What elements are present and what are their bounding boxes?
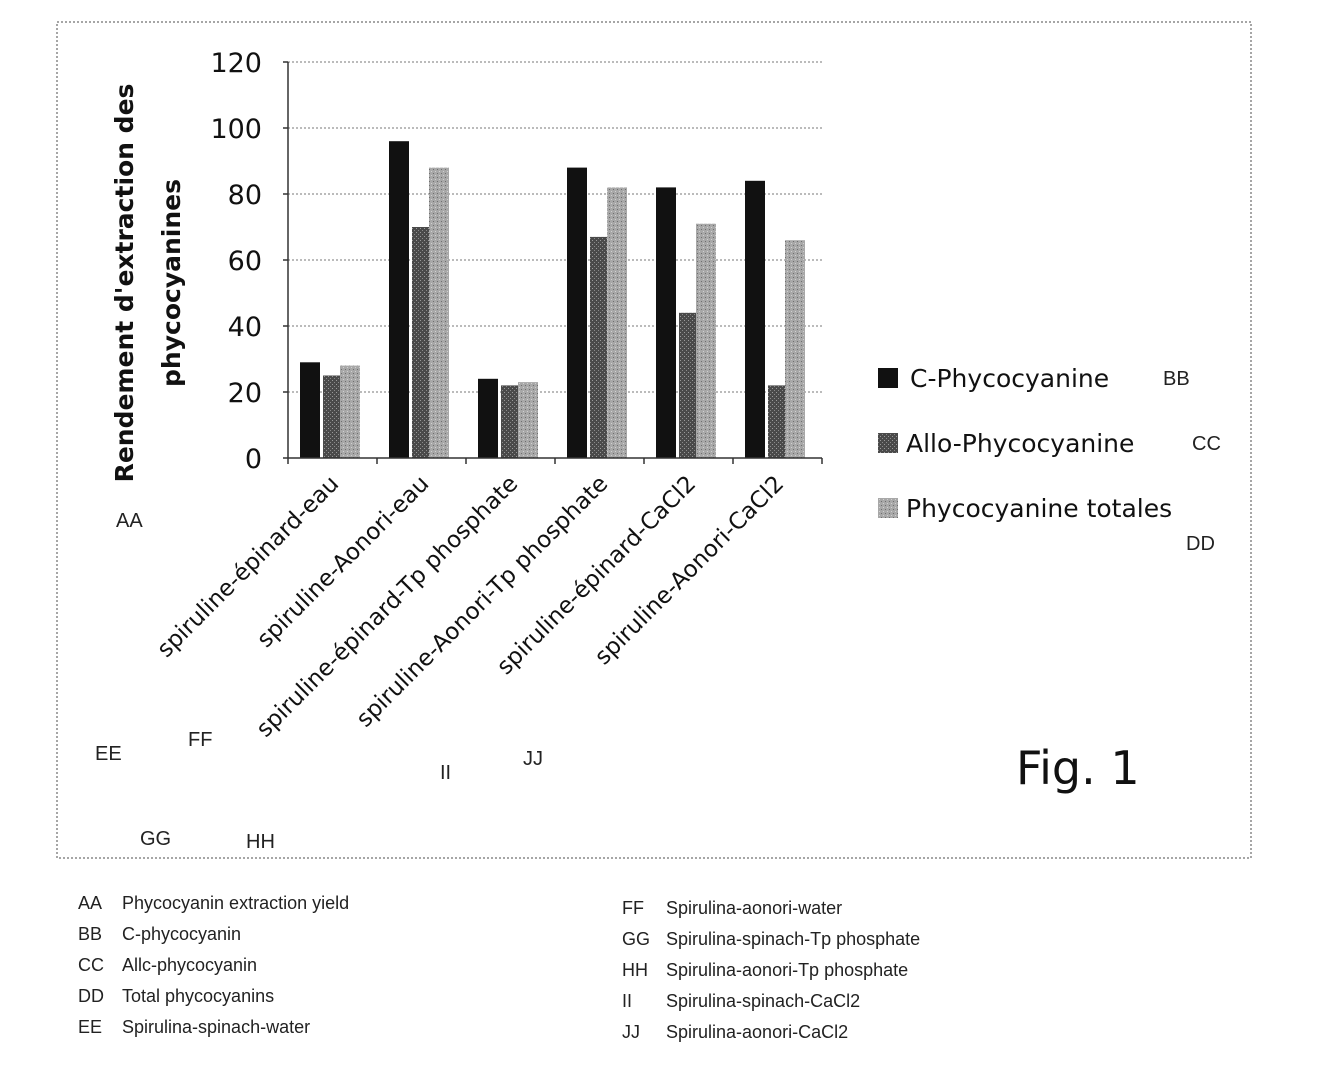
bar-c-phycocyanine-spiruline-aonori-cacl2 <box>745 180 765 459</box>
key-row: AA Phycocyanin extraction yield <box>78 888 349 919</box>
code-cc: CC <box>1192 433 1221 455</box>
bar-c-phycocyanine-spiruline-aonori-tp-phosphate <box>567 167 587 458</box>
bar-phycocyanine-totales-spiruline-aonori-cacl2 <box>785 240 805 458</box>
key-row: EE Spirulina-spinach-water <box>78 1012 349 1043</box>
code-ii: II <box>440 762 451 784</box>
code-jj: JJ <box>523 748 543 770</box>
bar-c-phycocyanine-spiruline-epinard-cacl2 <box>656 187 676 458</box>
key-code: EE <box>78 1017 103 1037</box>
key-text: Spirulina-spinach-Tp phosphate <box>666 929 921 949</box>
y-tick-labels: 0 20 40 60 80 100 120 <box>210 48 262 475</box>
key-row: DD Total phycocyanins <box>78 981 349 1012</box>
key-text: Spirulina-aonori-water <box>666 898 843 918</box>
key-code: DD <box>78 986 104 1006</box>
key-code: GG <box>622 929 651 949</box>
bar-c-phycocyanine-spiruline-epinard-tp-phosphate <box>478 378 498 458</box>
bar-allo-phycocyanine-spiruline-epinard-eau <box>323 375 343 458</box>
code-dd: DD <box>1186 533 1215 555</box>
chart-border <box>56 21 1252 859</box>
key-code: HH <box>622 960 648 980</box>
key-text: Total phycocyanins <box>122 986 275 1006</box>
y-tick-label: 40 <box>228 312 262 343</box>
bar-allo-phycocyanine-spiruline-aonori-tp-phosphate <box>590 236 610 458</box>
bar-c-phycocyanine-spiruline-aonori-eau <box>389 141 409 458</box>
category-labels: spiruline-épinard-eauspiruline-Aonori-ea… <box>152 471 789 743</box>
y-tick-label: 20 <box>228 378 262 409</box>
code-ff: FF <box>188 729 212 751</box>
key-row: BB C-phycocyanin <box>78 919 349 950</box>
key-code: II <box>622 991 633 1011</box>
key-row: GG Spirulina-spinach-Tp phosphate <box>622 924 920 955</box>
y-tick-label: 0 <box>245 444 262 475</box>
y-axis-label-line2: phycocyanines <box>157 179 186 387</box>
category-label-spiruline-aonori-eau: spiruline-Aonori-eau <box>252 471 434 653</box>
code-bb: BB <box>1163 368 1190 390</box>
chart-frame: 0 20 40 60 80 100 120 spiruline-épinard-eauspi… <box>56 21 1252 859</box>
key-code: JJ <box>622 1022 640 1042</box>
bar-phycocyanine-totales-spiruline-epinard-tp-phosphate <box>518 382 538 458</box>
legend: C-Phycocyanine Allo-Phycocyanine Phycocy… <box>878 364 1172 523</box>
legend-swatch-allo-phycocyanine <box>878 433 898 453</box>
key-text: Spirulina-spinach-water <box>122 1017 311 1037</box>
code-gg: GG <box>140 828 171 850</box>
legend-swatch-phycocyanine-totales <box>878 498 898 518</box>
key-code: BB <box>78 924 103 944</box>
legend-label-c-phycocyanine: C-Phycocyanine <box>910 364 1109 393</box>
bars <box>300 141 805 459</box>
key-text: Allc-phycocyanin <box>122 955 258 975</box>
y-axis-label-line1: Rendement d'extraction des <box>110 84 139 483</box>
code-hh: HH <box>246 831 275 853</box>
bar-allo-phycocyanine-spiruline-epinard-tp-phosphate <box>501 385 521 458</box>
key-row: JJ Spirulina-aonori-CaCl2 <box>622 1017 920 1048</box>
legend-label-phycocyanine-totales: Phycocyanine totales <box>906 494 1172 523</box>
key-text: Phycocyanin extraction yield <box>122 893 350 913</box>
y-tick-label: 60 <box>228 246 262 277</box>
bar-c-phycocyanine-spiruline-epinard-eau <box>300 362 320 458</box>
y-tick-label: 100 <box>210 114 262 145</box>
category-label-spiruline-epinard-eau: spiruline-épinard-eau <box>152 471 344 663</box>
bar-phycocyanine-totales-spiruline-epinard-cacl2 <box>696 223 716 458</box>
key-code: FF <box>622 898 644 918</box>
key-text: C-phycocyanin <box>122 924 242 944</box>
bar-allo-phycocyanine-spiruline-epinard-cacl2 <box>679 312 699 458</box>
bar-phycocyanine-totales-spiruline-aonori-eau <box>429 167 449 458</box>
code-ee: EE <box>95 743 122 765</box>
figure-label: Fig. 1 <box>1016 741 1140 795</box>
bar-phycocyanine-totales-spiruline-aonori-tp-phosphate <box>607 187 627 458</box>
key-code: AA <box>78 893 103 913</box>
y-tick-label: 120 <box>210 48 262 79</box>
key-right-column: FF Spirulina-aonori-water GG Spirulina-spi… <box>622 893 920 1048</box>
bar-allo-phycocyanine-spiruline-aonori-eau <box>412 227 432 458</box>
code-aa: AA <box>116 510 143 532</box>
key-left-column: AA Phycocyanin extraction yield BB C-phyco… <box>78 888 349 1043</box>
bar-phycocyanine-totales-spiruline-epinard-eau <box>340 365 360 458</box>
key-text: Spirulina-aonori-Tp phosphate <box>666 960 909 980</box>
key-text: Spirulina-aonori-CaCl2 <box>666 1022 849 1042</box>
bar-allo-phycocyanine-spiruline-aonori-cacl2 <box>768 385 788 458</box>
legend-swatch-c-phycocyanine <box>878 368 898 388</box>
y-tick-label: 80 <box>228 180 262 211</box>
axes <box>283 61 823 464</box>
key-row: FF Spirulina-aonori-water <box>622 893 920 924</box>
key-row: CC Allc-phycocyanin <box>78 950 349 981</box>
key-code: CC <box>78 955 104 975</box>
gridlines <box>288 61 822 393</box>
key-row: HH Spirulina-aonori-Tp phosphate <box>622 955 920 986</box>
legend-label-allo-phycocyanine: Allo-Phycocyanine <box>906 429 1134 458</box>
key-text: Spirulina-spinach-CaCl2 <box>666 991 861 1011</box>
key-row: II Spirulina-spinach-CaCl2 <box>622 986 920 1017</box>
